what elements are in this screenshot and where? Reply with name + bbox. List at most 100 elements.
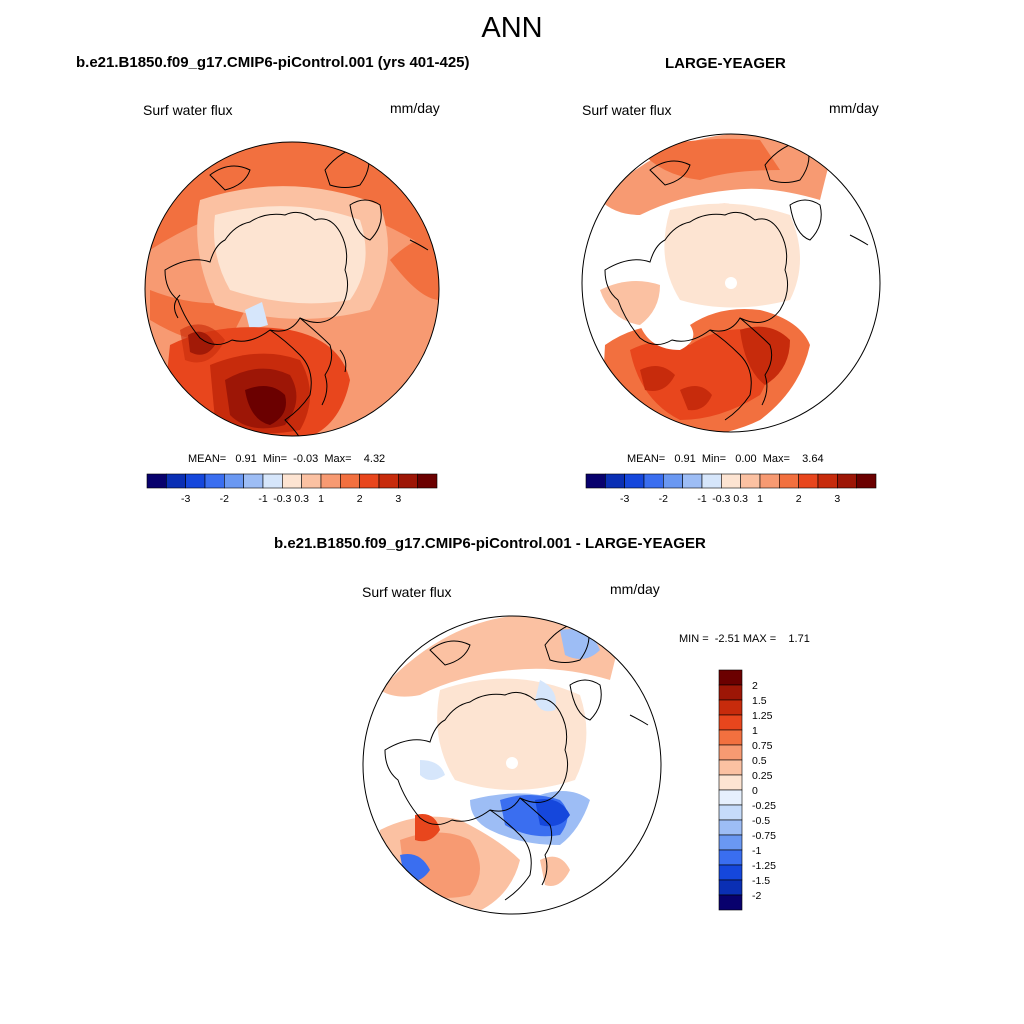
- right-colorbar-box: [798, 473, 819, 489]
- diff-stats: MIN = -2.51 MAX = 1.71: [679, 633, 810, 645]
- left-colorbar-label: 2: [357, 493, 363, 505]
- diff-colorbar-label: -1: [752, 845, 761, 857]
- left-colorbar-label: -3: [181, 493, 190, 505]
- left-colorbar-label: -0.3: [273, 493, 291, 505]
- diff-colorbar-box: [718, 744, 743, 761]
- diff-colorbar-box: [718, 699, 743, 716]
- left-colorbar-box: [166, 473, 186, 489]
- left-colorbar-box: [146, 473, 167, 489]
- diff-colorbar: 2 1.5 1.25 1 0.75 0.5 0.25 0 -0.25 -0.5 -0.75 -1 -1.…: [718, 669, 776, 911]
- right-colorbar-label: -2: [659, 493, 668, 505]
- right-colorbar-label: -3: [620, 493, 629, 505]
- left-colorbar-label: 3: [395, 493, 401, 505]
- diff-colorbar-box: [718, 669, 743, 686]
- diff-colorbar-box: [718, 804, 743, 821]
- right-colorbar-box: [585, 473, 606, 489]
- diff-colorbar-label: 1.25: [752, 710, 773, 722]
- left-colorbar-box: [398, 473, 418, 489]
- right-colorbar-box: [721, 473, 741, 489]
- right-map-border: [581, 133, 881, 433]
- diff-map-border: [362, 615, 662, 915]
- left-colorbar-box: [282, 473, 302, 489]
- diff-colorbar-label: 1.5: [752, 695, 767, 707]
- diff-variable-label: Surf water flux: [362, 584, 452, 600]
- right-colorbar-box: [682, 473, 703, 489]
- left-panel-title: b.e21.B1850.f09_g17.CMIP6-piControl.001 …: [76, 54, 470, 71]
- right-colorbar-box: [740, 473, 761, 489]
- right-colorbar: -3 -2 -1 -0.3 0.3 1 2 3: [585, 473, 877, 505]
- diff-colorbar-box: [718, 849, 743, 866]
- diff-colorbar-box: [718, 714, 743, 731]
- diff-colorbar-label: 0.5: [752, 755, 767, 767]
- left-units-label: mm/day: [390, 100, 440, 116]
- diff-colorbar-box: [718, 864, 743, 881]
- left-colorbar: -3 -2 -1 -0.3 0.3 1 2 3: [146, 473, 438, 505]
- right-colorbar-box: [605, 473, 625, 489]
- right-colorbar-box: [643, 473, 664, 489]
- left-colorbar-box: [243, 473, 264, 489]
- diff-colorbar-box: [718, 834, 743, 851]
- left-colorbar-label: -2: [220, 493, 229, 505]
- right-colorbar-box: [701, 473, 722, 489]
- figure-title: ANN: [481, 12, 543, 44]
- left-colorbar-label: 1: [318, 493, 324, 505]
- left-variable-label: Surf water flux: [143, 102, 233, 118]
- right-colorbar-label: 2: [796, 493, 802, 505]
- right-variable-label: Surf water flux: [582, 102, 672, 118]
- diff-colorbar-label: -1.5: [752, 875, 770, 887]
- left-colorbar-box: [301, 473, 322, 489]
- right-panel-title: LARGE-YEAGER: [665, 55, 786, 72]
- right-colorbar-box: [856, 473, 877, 489]
- diff-colorbar-label: -0.75: [752, 830, 776, 842]
- diff-colorbar-label: 0.75: [752, 740, 773, 752]
- left-colorbar-box: [359, 473, 380, 489]
- left-colorbar-box: [224, 473, 244, 489]
- diff-colorbar-label: -0.5: [752, 815, 770, 827]
- right-colorbar-box: [779, 473, 799, 489]
- right-colorbar-box: [624, 473, 645, 489]
- right-units-label: mm/day: [829, 100, 879, 116]
- left-map-border: [144, 141, 440, 437]
- diff-colorbar-label: -0.25: [752, 800, 776, 812]
- left-colorbar-box: [378, 473, 399, 489]
- right-colorbar-label: 3: [834, 493, 840, 505]
- right-polar-map: [582, 134, 880, 432]
- diff-colorbar-label: -1.25: [752, 860, 776, 872]
- left-colorbar-box: [204, 473, 225, 489]
- diff-colorbar-box: [718, 819, 743, 836]
- diff-polar-map: [363, 616, 661, 914]
- right-colorbar-box: [817, 473, 838, 489]
- diff-colorbar-box: [718, 894, 743, 911]
- left-colorbar-box: [262, 473, 283, 489]
- left-colorbar-box: [320, 473, 341, 489]
- right-colorbar-label: 0.3: [733, 493, 748, 505]
- diff-colorbar-label: 0.25: [752, 770, 773, 782]
- right-colorbar-box: [663, 473, 683, 489]
- diff-colorbar-box: [718, 879, 743, 896]
- left-colorbar-box: [417, 473, 438, 489]
- right-colorbar-box: [759, 473, 780, 489]
- diff-colorbar-label: 2: [752, 680, 758, 692]
- diff-colorbar-label: 1: [752, 725, 758, 737]
- right-colorbar-box: [837, 473, 857, 489]
- diff-colorbar-label: -2: [752, 890, 761, 902]
- right-colorbar-label: -0.3: [712, 493, 730, 505]
- left-colorbar-label: -1: [258, 493, 267, 505]
- diff-colorbar-box: [718, 774, 743, 791]
- diff-panel-title: b.e21.B1850.f09_g17.CMIP6-piControl.001 …: [274, 535, 706, 552]
- right-stats: MEAN= 0.91 Min= 0.00 Max= 3.64: [627, 453, 824, 465]
- diff-colorbar-label: 0: [752, 785, 758, 797]
- diff-colorbar-box: [718, 729, 743, 746]
- left-colorbar-box: [185, 473, 206, 489]
- diff-colorbar-box: [718, 789, 743, 806]
- right-colorbar-label: -1: [697, 493, 706, 505]
- right-colorbar-label: 1: [757, 493, 763, 505]
- diff-colorbar-box: [718, 684, 743, 701]
- left-stats: MEAN= 0.91 Min= -0.03 Max= 4.32: [188, 453, 386, 465]
- left-colorbar-box: [340, 473, 360, 489]
- left-colorbar-label: 0.3: [294, 493, 309, 505]
- left-polar-map: [145, 142, 439, 436]
- diff-units-label: mm/day: [610, 581, 660, 597]
- diff-colorbar-box: [718, 759, 743, 776]
